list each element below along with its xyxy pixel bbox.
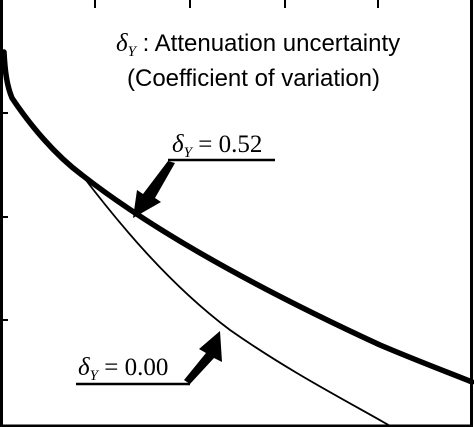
series-label-subscript: Y [184, 145, 194, 161]
series-label-symbol: δ [78, 354, 90, 381]
series-label-value: = 0.52 [192, 131, 262, 158]
title-symbol: δ [116, 30, 128, 57]
series-label-symbol: δ [172, 131, 184, 158]
series-label-subscript: Y [90, 368, 100, 384]
title-subscript: Y [128, 44, 138, 60]
title-rest: : Attenuation uncertainty [136, 30, 400, 57]
series-line-dy-052 [1, 49, 474, 385]
callout-arrow-dy-052 [133, 161, 175, 218]
chart-title-line2: (Coefficient of variation) [127, 65, 380, 92]
series-line-dy-000 [3, 51, 393, 427]
chart-title-line1: δY : Attenuation uncertainty [116, 30, 400, 60]
series-label-dy-000: δY = 0.00 [78, 354, 168, 384]
callout-arrow-dy-000 [184, 331, 222, 384]
series-label-dy-052: δY = 0.52 [172, 131, 262, 161]
series-label-value: = 0.00 [98, 354, 168, 381]
